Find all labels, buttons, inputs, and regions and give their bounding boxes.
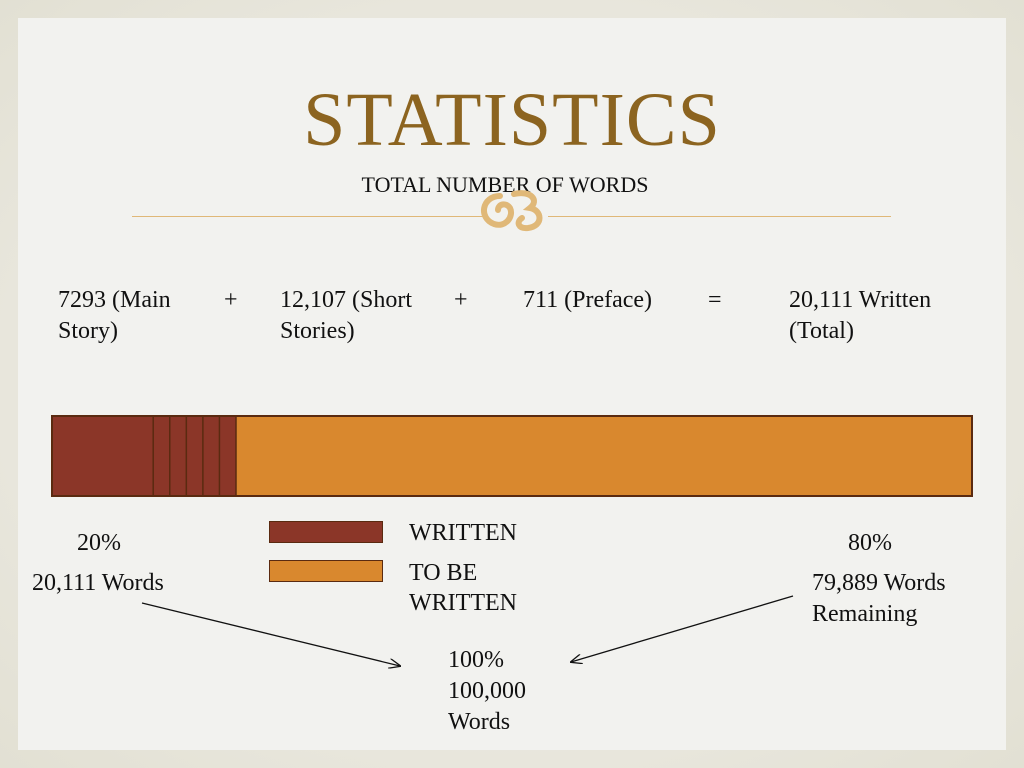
term-short-stories: 12,107 (Short Stories) <box>280 287 412 344</box>
slide-title: STATISTICS <box>303 78 721 162</box>
bar-outline <box>51 415 973 497</box>
term-main-story: 7293 (Main Story) <box>58 287 171 344</box>
bar-segment-to-be-written <box>236 416 972 496</box>
remaining-words: 79,889 Words Remaining <box>812 570 946 627</box>
operator-plus-1: + <box>224 287 238 313</box>
term-total-written: 20,111 Written (Total) <box>789 287 932 344</box>
legend-swatch-written <box>269 521 383 543</box>
divider-right <box>548 216 891 217</box>
written-percent: 20% <box>77 530 121 556</box>
legend-label-to-be-written: TO BE WRITTEN <box>409 560 517 616</box>
slide-subtitle: TOTAL NUMBER OF WORDS <box>361 172 649 197</box>
divider-left <box>132 216 484 217</box>
bar-segment-written <box>52 416 236 496</box>
total-words: 100,000 Words <box>448 678 526 735</box>
written-words: 20,111 Words <box>32 570 164 596</box>
remaining-percent: 80% <box>848 530 892 556</box>
operator-plus-2: + <box>454 287 468 313</box>
total-percent: 100% <box>448 647 504 673</box>
operator-equals: = <box>708 287 722 313</box>
legend-label-written: WRITTEN <box>409 520 517 546</box>
legend-swatch-to-be-written <box>269 560 383 582</box>
ornament-flourish-icon <box>481 190 543 232</box>
term-preface: 711 (Preface) <box>523 287 653 313</box>
